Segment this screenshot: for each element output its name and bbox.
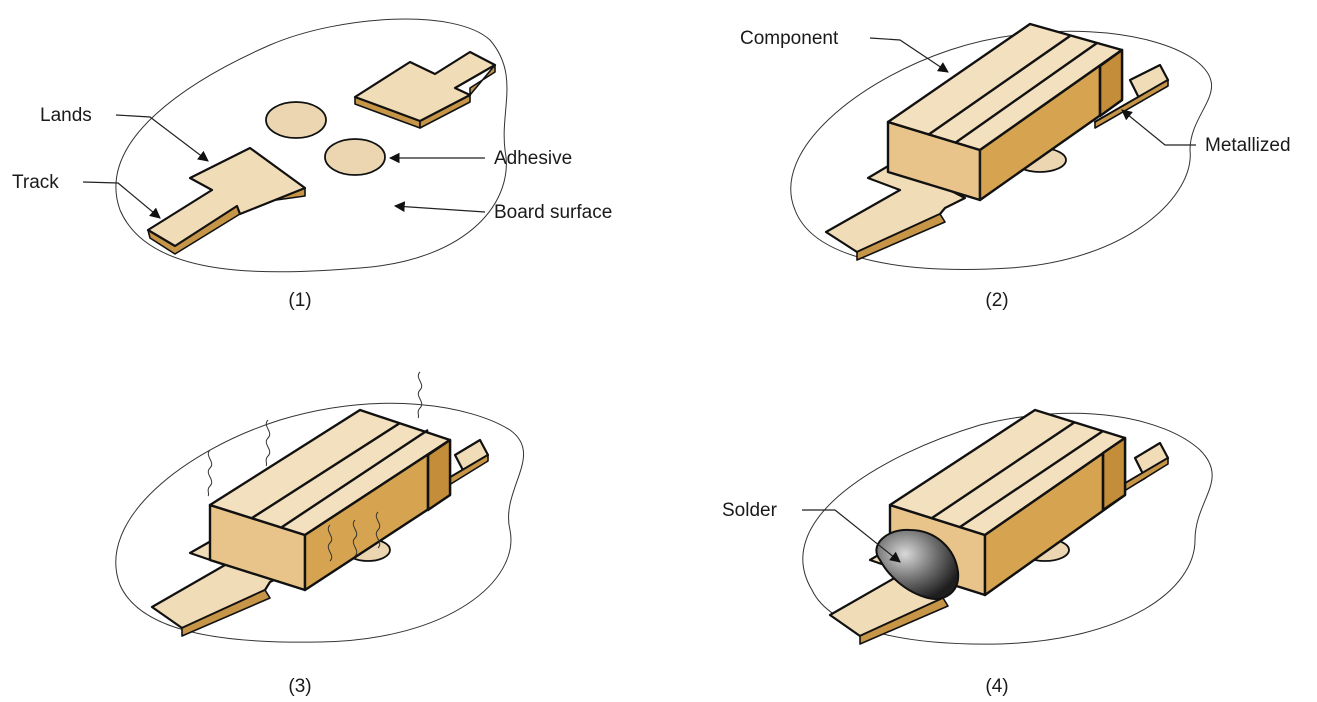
board-outline [802,412,1213,645]
track-leader [82,181,161,219]
panel-1: Lands Track Adhesive Board surface (1) [12,18,612,311]
fume-2 [265,419,271,467]
board-surface-label: Board surface [494,202,612,223]
panel-2-caption: (2) [985,290,1008,311]
solder-leader [802,509,901,563]
land-track-left [146,146,307,255]
lands-label: Lands [40,105,92,126]
land-track-right [353,50,497,129]
panel-2: Component Metallized (2) [740,22,1291,311]
component-label: Component [740,28,839,49]
adhesive-dot-1 [265,101,327,139]
chip-component [886,22,1124,202]
solder-label: Solder [722,500,778,521]
board-surface-leader [393,201,486,213]
panel-4: Solder (4) [722,408,1213,697]
fume-1 [207,449,213,497]
fume-6 [375,511,381,549]
adhesive-label: Adhesive [494,148,572,169]
land-track-right [1093,63,1170,129]
lands-leader [115,114,209,162]
metallized-leader [1121,109,1196,146]
panel-1-caption: (1) [288,290,311,311]
board-outline [115,402,524,643]
panel-3: (3) [115,371,524,697]
board-outline [115,18,508,273]
component-leader [869,37,949,73]
metallized-label: Metallized [1205,135,1291,156]
fume-3 [417,371,423,419]
fume-4 [327,524,333,562]
track-label: Track [12,172,59,193]
solder-fillet [875,528,960,600]
adhesive-dot-2 [324,138,386,176]
panel-4-caption: (4) [985,676,1008,697]
chip-component [208,408,452,592]
fume-5 [352,519,358,557]
panel-3-caption: (3) [288,676,311,697]
board-outline [790,30,1212,270]
